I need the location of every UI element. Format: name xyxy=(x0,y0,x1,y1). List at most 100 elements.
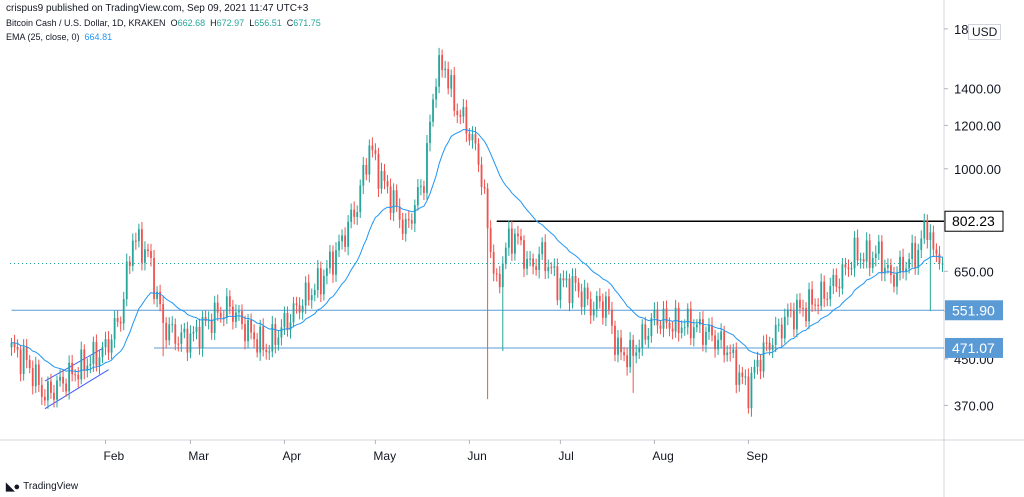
x-tick-label: Sep xyxy=(746,449,768,463)
candle-body xyxy=(671,328,674,332)
candle-body xyxy=(253,332,256,340)
candle-body xyxy=(865,240,868,262)
candle-body xyxy=(498,273,501,288)
candle-body xyxy=(416,187,419,206)
candle-body xyxy=(598,295,601,302)
ema-value: 664.81 xyxy=(84,32,113,42)
candle-body xyxy=(708,325,710,333)
candle-body xyxy=(56,380,58,400)
candle-body xyxy=(174,324,177,344)
candle-body xyxy=(517,233,519,237)
candle-body xyxy=(674,307,677,332)
candle-body xyxy=(538,254,541,270)
ema-line xyxy=(11,128,943,373)
candle-body xyxy=(419,186,422,188)
candle-body xyxy=(144,249,146,263)
candle-body xyxy=(228,296,231,307)
candle-body xyxy=(198,326,201,349)
candle-body xyxy=(159,291,162,305)
support-price-label xyxy=(945,337,1003,358)
candle-body xyxy=(468,133,471,141)
candle-body xyxy=(83,349,86,371)
candle-body xyxy=(623,352,625,356)
y-tick-label: 1000.00 xyxy=(954,162,1001,177)
candle-body xyxy=(750,372,753,409)
candle-body xyxy=(265,349,268,353)
candle-body xyxy=(726,352,729,356)
candle-body xyxy=(917,249,920,268)
candle-body xyxy=(495,273,498,275)
price-label-text: 551.90 xyxy=(952,302,995,318)
candle-body xyxy=(432,99,434,122)
candle-body xyxy=(153,257,155,299)
candle-body xyxy=(53,392,55,400)
candle-body xyxy=(826,298,829,300)
candle-body xyxy=(753,366,756,373)
candle-body xyxy=(820,281,823,306)
currency-label[interactable]: USD xyxy=(968,24,1002,40)
candle-body xyxy=(141,229,143,263)
candles xyxy=(10,47,944,417)
candle-body xyxy=(568,278,571,304)
candle-body xyxy=(195,326,198,332)
candle-body xyxy=(395,190,398,207)
y-tick-label: 1200.00 xyxy=(954,118,1001,133)
candle-body xyxy=(392,190,395,213)
candle-body xyxy=(520,236,522,241)
candle-body xyxy=(486,188,489,229)
candle-body xyxy=(401,219,404,234)
candle-body xyxy=(501,263,504,288)
candle-body xyxy=(50,381,52,393)
candle-body xyxy=(507,228,510,248)
candle-body xyxy=(550,267,553,269)
candle-body xyxy=(277,337,280,345)
candle-body xyxy=(274,324,277,345)
candle-body xyxy=(259,326,262,353)
y-tick-label: 650.00 xyxy=(954,264,994,279)
candle-body xyxy=(586,287,589,300)
candle-body xyxy=(580,291,583,308)
candle-body xyxy=(577,282,580,292)
candle-body xyxy=(547,267,550,272)
candle-body xyxy=(595,295,598,310)
candle-body xyxy=(711,325,713,336)
candle-body xyxy=(423,186,425,193)
candle-body xyxy=(335,250,337,275)
candle-body xyxy=(574,276,577,283)
candle-body xyxy=(765,342,768,344)
candle-body xyxy=(811,289,813,305)
candle-body xyxy=(68,362,71,392)
candle-body xyxy=(301,305,304,313)
candle-body xyxy=(113,318,116,340)
x-tick-label: Apr xyxy=(282,449,301,463)
candle-body xyxy=(40,384,43,397)
candle-body xyxy=(868,240,871,268)
candle-body xyxy=(37,364,40,385)
support-price-label xyxy=(945,300,1003,321)
candle-body xyxy=(289,322,292,331)
candle-body xyxy=(322,275,325,295)
footer: ◣● TradingView xyxy=(6,480,78,493)
candle-body xyxy=(880,241,883,274)
candle-body xyxy=(650,318,653,336)
candle-body xyxy=(462,107,465,117)
candle-body xyxy=(219,312,222,318)
trend-channel-line xyxy=(44,369,109,410)
candle-body xyxy=(65,383,68,392)
candle-body xyxy=(450,75,453,89)
candle-body xyxy=(404,219,407,234)
candle-body xyxy=(295,303,298,306)
candle-body xyxy=(483,186,486,189)
candle-body xyxy=(692,327,695,339)
close-value: 671.75 xyxy=(293,18,321,28)
candle-body xyxy=(77,374,80,380)
candle-body xyxy=(905,268,908,273)
candle-body xyxy=(210,319,213,333)
candle-body xyxy=(250,320,252,333)
candle-body xyxy=(213,302,216,333)
publisher-header: crispus9 published on TradingView.com, S… xyxy=(6,3,309,14)
candle-body xyxy=(896,272,898,287)
candle-body xyxy=(638,347,641,353)
candle-body xyxy=(344,235,346,247)
